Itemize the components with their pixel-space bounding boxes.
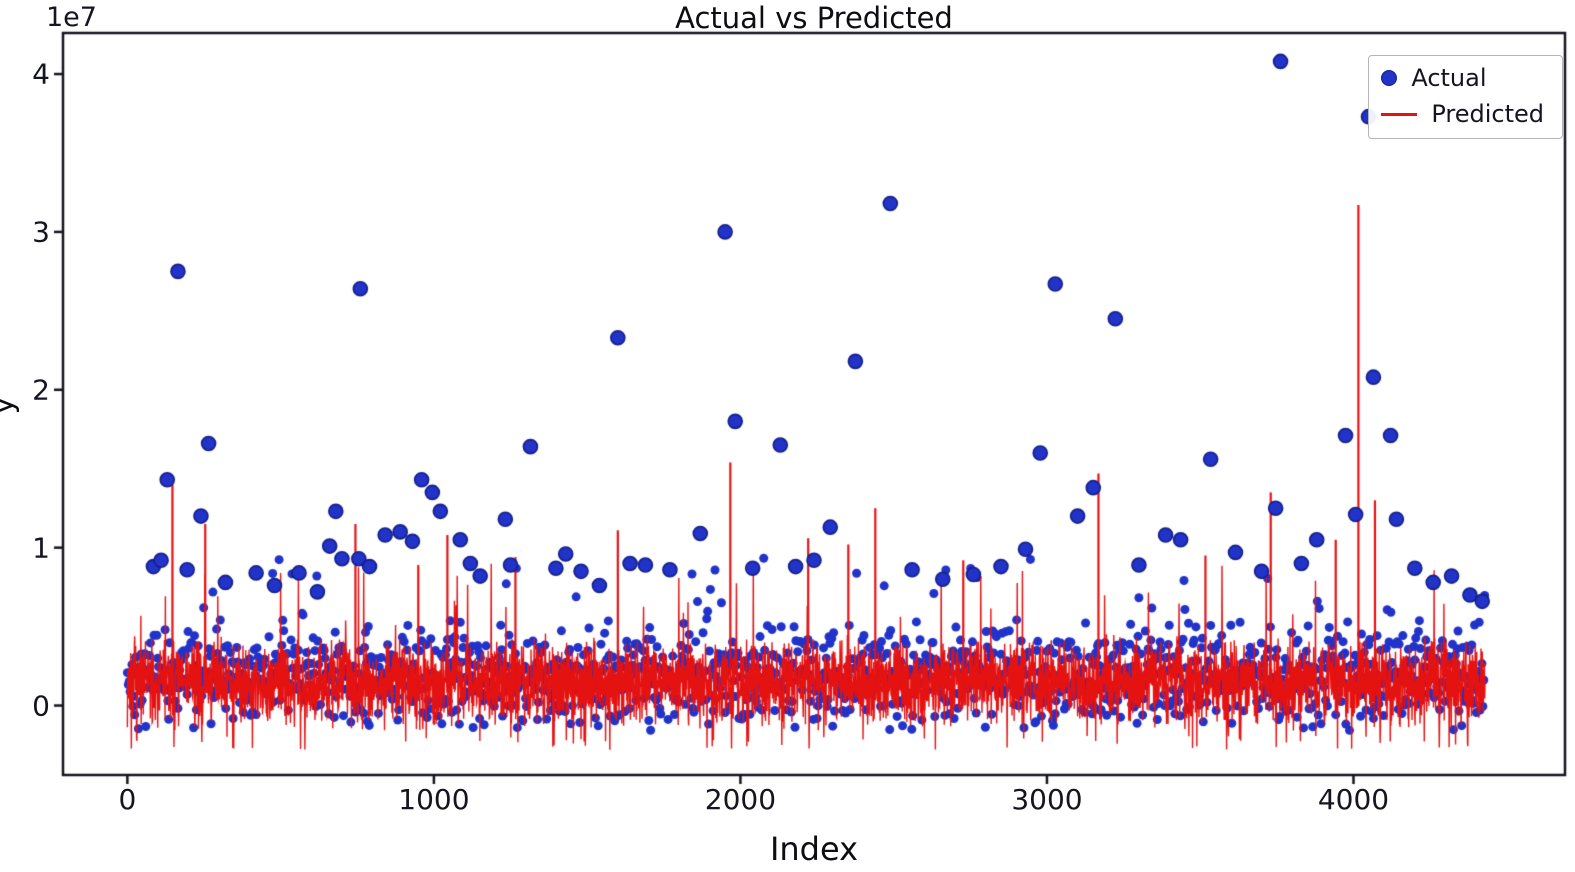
legend-label-actual: Actual	[1411, 64, 1487, 92]
y-tick-label: 4	[32, 57, 50, 91]
y-tick-label: 2	[32, 373, 50, 407]
y-axis-offset-label: 1e7	[46, 2, 97, 33]
x-tick-label: 0	[118, 783, 137, 816]
legend-marker-actual-icon	[1381, 70, 1398, 86]
y-tick-label: 0	[32, 689, 50, 723]
y-axis-label: y	[0, 397, 20, 415]
legend: Actual Predicted	[1368, 55, 1563, 139]
y-tick-label: 1	[32, 531, 50, 565]
x-tick-label: 1000	[398, 783, 470, 816]
x-tick-label: 4000	[1317, 783, 1390, 816]
x-tick-label: 3000	[1011, 783, 1083, 816]
legend-marker-predicted-icon	[1381, 112, 1418, 116]
legend-item-actual: Actual	[1381, 64, 1544, 92]
legend-item-predicted: Predicted	[1381, 100, 1544, 128]
x-tick-label: 2000	[704, 783, 777, 816]
x-axis-label: Index	[769, 830, 859, 868]
legend-label-predicted: Predicted	[1431, 100, 1544, 128]
y-tick-label: 3	[32, 215, 50, 249]
chart-title: Actual vs Predicted	[675, 1, 953, 35]
